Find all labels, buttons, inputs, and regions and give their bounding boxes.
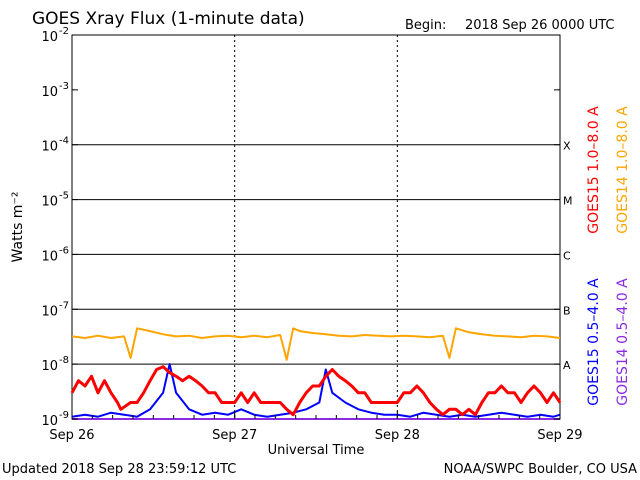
y-tick-exponent: -3 xyxy=(59,81,69,92)
legend-entry-0: GOES15 1.0–8.0 A xyxy=(586,106,602,234)
begin-value: 2018 Sep 26 0000 UTC xyxy=(465,18,615,33)
flare-class-x: X xyxy=(563,140,571,153)
begin-label: Begin: xyxy=(405,18,446,33)
series-line-0 xyxy=(70,365,562,417)
x-axis-ticks: Sep 26 Sep 27 Sep 28 Sep 29 xyxy=(49,411,583,443)
chart-title: GOES Xray Flux (1-minute data) xyxy=(32,9,305,29)
x-tick-label: Sep 28 xyxy=(375,428,420,443)
updated-timestamp: Updated 2018 Sep 28 23:59:12 UTC xyxy=(2,462,236,477)
flare-class-a: A xyxy=(563,359,571,372)
legend: GOES15 1.0–8.0 A GOES14 1.0–8.0 A GOES15 0… xyxy=(586,106,631,406)
y-tick-label: 10 xyxy=(41,85,58,100)
y-tick-exponent: -6 xyxy=(59,245,69,256)
y-tick-exponent: -9 xyxy=(59,410,69,421)
grid xyxy=(72,35,560,419)
x-tick-label: Sep 27 xyxy=(212,428,257,443)
x-axis-label: Universal Time xyxy=(268,443,365,458)
y-tick-exponent: -7 xyxy=(59,300,69,311)
y-tick-label: 10 xyxy=(41,359,58,374)
legend-entry-3: GOES14 0.5–4.0 A xyxy=(615,278,631,406)
series-layer xyxy=(70,327,562,420)
x-tick-label: Sep 29 xyxy=(537,428,582,443)
y-axis-label: Watts m⁻² xyxy=(10,192,26,263)
flare-class-c: C xyxy=(563,249,571,262)
y-axis-ticks: 10-910-810-710-610-510-410-310-2 xyxy=(41,26,560,429)
plot-frame xyxy=(71,34,561,420)
y-tick-label: 10 xyxy=(41,304,58,319)
y-tick-exponent: -8 xyxy=(59,355,69,366)
flare-class-labels: A B C M X xyxy=(563,140,573,372)
flare-class-b: B xyxy=(563,304,571,317)
legend-entry-1: GOES14 1.0–8.0 A xyxy=(615,106,631,234)
y-tick-label: 10 xyxy=(41,249,58,264)
y-tick-exponent: -4 xyxy=(59,136,69,147)
flare-class-m: M xyxy=(563,195,573,208)
y-tick-label: 10 xyxy=(41,414,58,429)
x-tick-label: Sep 26 xyxy=(49,428,94,443)
series-line-1 xyxy=(71,327,561,361)
y-tick-exponent: -2 xyxy=(59,26,69,37)
credit-text: NOAA/SWPC Boulder, CO USA xyxy=(444,462,637,477)
y-tick-label: 10 xyxy=(41,30,58,45)
y-tick-label: 10 xyxy=(41,195,58,210)
series-line-2 xyxy=(71,363,561,418)
y-tick-exponent: -5 xyxy=(59,191,69,202)
legend-entry-2: GOES15 0.5–4.0 A xyxy=(586,278,602,406)
y-tick-label: 10 xyxy=(41,140,58,155)
